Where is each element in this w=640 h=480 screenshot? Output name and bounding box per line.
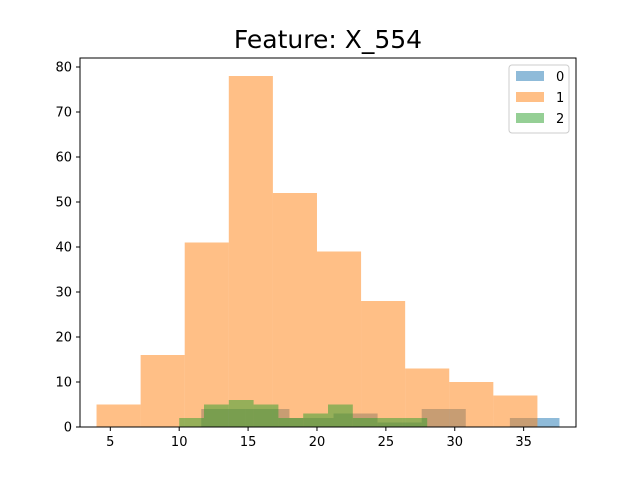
x-axis: 5 10 15 20 25 30 35 [106,427,532,450]
bar-series-2-bin-2 [228,400,254,427]
y-axis: 0 10 20 30 40 50 60 70 80 [55,61,80,436]
y-tick-label: 70 [55,106,72,121]
x-tick-label: 10 [171,435,188,450]
bar-series-1-bin-8 [449,382,494,427]
y-tick-label: 80 [55,61,72,76]
legend-label-0: 0 [556,70,564,85]
plot-frame [79,57,577,428]
y-tick-label: 0 [64,421,72,436]
bar-series-2-bin-6 [328,404,353,427]
bar-series-2-bin-7 [352,418,378,427]
bar-series-1-bin-6 [361,301,406,427]
bar-series-2-bin-8 [377,418,403,427]
bar-series-1-bin-7 [405,368,450,427]
bar-series-1-bin-0 [96,404,141,427]
bar-series-2-bin-4 [278,418,304,427]
x-tick-label: 5 [106,435,114,450]
bar-series-1-bin-5 [316,251,362,427]
legend-swatch-2 [516,113,544,123]
bar-series-1-bin-3 [228,76,273,427]
x-tick-label: 15 [240,435,257,450]
bar-series-1-bin-9 [493,395,538,427]
legend-label-1: 1 [556,91,564,106]
y-tick-label: 60 [55,151,72,166]
legend-swatch-1 [516,92,544,102]
x-tick-label: 30 [446,435,463,450]
y-tick-label: 30 [55,286,72,301]
bar-series-1-bin-2 [184,242,229,427]
bar-series-2-bin-9 [402,418,428,427]
x-tick-label: 35 [515,435,532,450]
legend-label-2: 2 [556,112,564,127]
bar-series-1-bin-1 [140,355,185,427]
bar-series-2-bin-1 [204,404,229,427]
legend: 0 1 2 [508,64,570,134]
y-tick-label: 50 [55,196,72,211]
legend-swatch-0 [516,71,544,81]
bar-series-2-bin-0 [179,418,204,427]
bar-series-2-bin-3 [253,404,279,427]
x-tick-label: 20 [309,435,326,450]
x-tick-label: 25 [378,435,395,450]
bar-series-1-bin-4 [272,193,317,427]
y-tick-label: 10 [55,376,72,391]
y-tick-label: 20 [55,331,72,346]
y-tick-label: 40 [55,241,72,256]
bar-series-2-bin-5 [303,413,328,427]
legend-items: 0 1 2 [516,70,564,127]
bars-layer [96,76,560,427]
chart-title: Feature: X_554 [234,25,422,54]
